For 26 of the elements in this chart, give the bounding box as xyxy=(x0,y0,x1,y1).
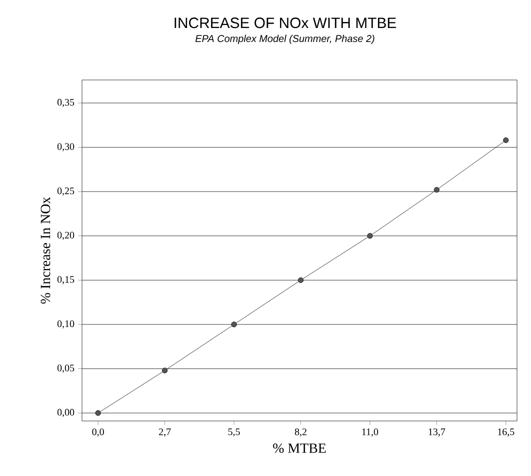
point xyxy=(162,368,168,374)
y-tick-label: 0,35 xyxy=(57,98,74,108)
x-tick-label: 16,5 xyxy=(498,428,514,437)
chart-subtitle: EPA Complex Model (Summer, Phase 2) xyxy=(195,34,374,44)
y-tick-label: 0,15 xyxy=(57,276,74,284)
point xyxy=(434,187,440,193)
x-tick-label: 8,2 xyxy=(294,428,306,437)
y-tick-label: 0,25 xyxy=(57,188,74,196)
point xyxy=(367,233,373,239)
y-axis-title: % Increase In NOx xyxy=(40,197,50,304)
x-tick-label: 5,5 xyxy=(228,428,240,437)
y-tick-label: 0,20 xyxy=(57,232,74,240)
y-tick-label: 0,00 xyxy=(57,408,74,418)
y-tick-label: 0,10 xyxy=(57,320,74,329)
x-tick-label: 11,0 xyxy=(362,428,378,437)
chart-title: INCREASE OF NOx WITH MTBE xyxy=(174,18,396,28)
point xyxy=(231,322,237,328)
point xyxy=(503,137,509,144)
y-tick-label: 0,05 xyxy=(57,364,74,373)
x-tick-label: 2,7 xyxy=(159,428,171,437)
point xyxy=(95,410,101,416)
point xyxy=(298,277,304,283)
y-tick-label: 0,30 xyxy=(57,143,74,152)
x-tick-label: 0,0 xyxy=(92,428,104,437)
x-tick-label: 13,7 xyxy=(428,428,446,437)
x-axis-title: % MTBE xyxy=(273,443,326,453)
